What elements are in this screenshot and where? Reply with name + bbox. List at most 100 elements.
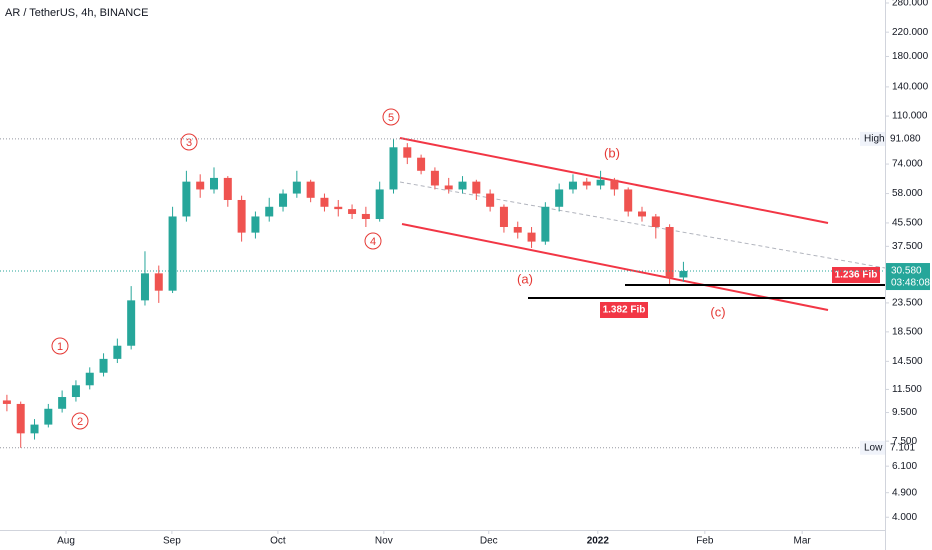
y-tick-label: 37.500 [892, 241, 923, 252]
channel-bottom [401, 223, 829, 311]
y-tick-label: 9.500 [892, 407, 917, 418]
wave-label: 5 [388, 112, 394, 124]
candle-body [265, 206, 274, 217]
last-price-label: 30.580 [891, 266, 922, 277]
fib-label: 1.382 Fib [603, 305, 646, 316]
candle-body [127, 300, 136, 346]
x-tick-label: Dec [480, 536, 498, 547]
wave-circle [51, 337, 69, 355]
candle-body [71, 385, 80, 398]
candle-body [499, 206, 508, 227]
x-tick-label: Sep [163, 536, 181, 547]
wave-label: 2 [77, 416, 83, 428]
x-tick-label: Oct [270, 536, 286, 547]
price-tag-name: Low [864, 442, 883, 453]
y-tick-label: 74.000 [892, 159, 923, 170]
y-tick-label: 140.000 [892, 82, 929, 93]
y-tick-label: 23.500 [892, 298, 923, 309]
y-tick-label: 18.500 [892, 327, 923, 338]
price-tag-box [860, 440, 885, 455]
candle-body [16, 403, 25, 434]
y-tick-label: 7.500 [892, 436, 917, 447]
candle-body [596, 179, 605, 186]
wave-label: (c) [710, 304, 725, 319]
y-tick-label: 4.900 [892, 487, 917, 498]
y-tick-label: 4.000 [892, 512, 917, 523]
candle-body [472, 181, 481, 194]
wave-circle [364, 232, 382, 250]
y-tick-label: 45.500 [892, 218, 923, 229]
candle-body [361, 213, 370, 220]
candle-body [486, 193, 495, 207]
y-tick-label: 280.000 [892, 0, 929, 9]
candle-body [403, 147, 412, 158]
candle-body [638, 211, 647, 217]
candle-body [568, 181, 577, 190]
chart-title: AR / TetherUS, 4h, BINANCE [5, 7, 148, 19]
price-tag-value: 91.080 [890, 134, 921, 145]
price-tag-box [860, 131, 885, 146]
wave-label: (a) [517, 271, 533, 286]
candle-body [140, 273, 149, 301]
y-tick-label: 6.100 [892, 461, 917, 472]
candle-body [582, 181, 591, 186]
wave-circle [71, 412, 89, 430]
countdown: 03:48:08 [891, 278, 930, 289]
candle-body [279, 193, 288, 207]
x-tick-label: Aug [57, 536, 75, 547]
candle-body [430, 170, 439, 186]
candle-body [85, 372, 94, 386]
candle-body [389, 147, 398, 190]
fib-label: 1.236 Fib [835, 270, 878, 281]
y-tick-label: 14.500 [892, 356, 923, 367]
candle-body [154, 273, 163, 291]
candle-body [292, 181, 301, 194]
wave-label: 1 [57, 341, 63, 353]
y-tick-label: 220.000 [892, 27, 929, 38]
candle-body [417, 157, 426, 171]
candle-body [30, 424, 39, 434]
candle-body [2, 400, 11, 404]
trend-line [399, 181, 886, 269]
candle-body [237, 199, 246, 233]
price-tag-value: 7.101 [890, 442, 915, 453]
x-tick-label: 2022 [587, 536, 610, 547]
candle-body [624, 189, 633, 212]
candle-body [182, 181, 191, 217]
candle-body [196, 181, 205, 190]
wave-label: 4 [370, 236, 376, 248]
candle-body [444, 185, 453, 190]
candle-body [679, 271, 688, 278]
candle-body [210, 177, 219, 190]
candle-body [513, 226, 522, 233]
candle-body [251, 216, 260, 233]
candle-body [113, 345, 122, 359]
wave-label: (b) [604, 145, 620, 160]
candle-body [99, 358, 108, 373]
wave-circle [180, 133, 198, 151]
candle-body [168, 216, 177, 291]
candle-body [223, 177, 232, 200]
y-tick-label: 110.000 [892, 111, 928, 122]
candle-body [348, 209, 357, 214]
candle-body [458, 181, 467, 190]
candle-body [610, 179, 619, 190]
price-tag-name: High [864, 134, 885, 145]
candle-body [320, 197, 329, 207]
candle-body [44, 408, 53, 425]
candle-body [651, 216, 660, 227]
candle-body [541, 206, 550, 242]
y-tick-label: 180.000 [892, 51, 929, 62]
fib-box [600, 302, 648, 318]
y-tick-label: 11.500 [892, 384, 922, 395]
y-tick-label: 58.000 [892, 188, 923, 199]
x-tick-label: Feb [696, 536, 714, 547]
last-price-box [886, 263, 930, 291]
x-tick-label: Nov [375, 536, 393, 547]
candle-body [375, 189, 384, 220]
candle-body [58, 397, 67, 409]
candle-body [555, 189, 564, 207]
candle-body [665, 226, 674, 278]
candle-body [334, 206, 343, 210]
